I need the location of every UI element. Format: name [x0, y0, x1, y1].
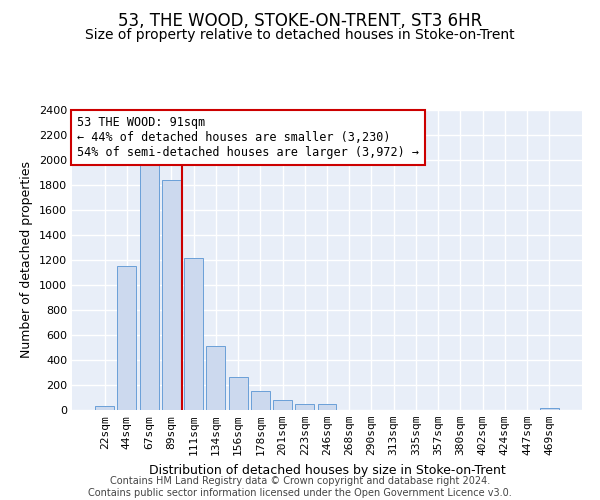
Bar	[540, 408, 559, 410]
Bar	[140, 165, 158, 410]
Bar	[206, 346, 225, 410]
Y-axis label: Number of detached properties: Number of detached properties	[20, 162, 34, 358]
Bar	[273, 400, 292, 410]
Text: 53 THE WOOD: 91sqm
← 44% of detached houses are smaller (3,230)
54% of semi-deta: 53 THE WOOD: 91sqm ← 44% of detached hou…	[77, 116, 419, 159]
Text: 53, THE WOOD, STOKE-ON-TRENT, ST3 6HR: 53, THE WOOD, STOKE-ON-TRENT, ST3 6HR	[118, 12, 482, 30]
Text: Contains HM Land Registry data © Crown copyright and database right 2024.
Contai: Contains HM Land Registry data © Crown c…	[88, 476, 512, 498]
Bar	[162, 180, 181, 410]
Bar	[229, 377, 248, 410]
Bar	[317, 404, 337, 410]
Bar	[251, 390, 270, 410]
Bar	[95, 406, 114, 410]
Text: Size of property relative to detached houses in Stoke-on-Trent: Size of property relative to detached ho…	[85, 28, 515, 42]
Bar	[118, 266, 136, 410]
Bar	[184, 258, 203, 410]
X-axis label: Distribution of detached houses by size in Stoke-on-Trent: Distribution of detached houses by size …	[149, 464, 505, 476]
Bar	[295, 404, 314, 410]
